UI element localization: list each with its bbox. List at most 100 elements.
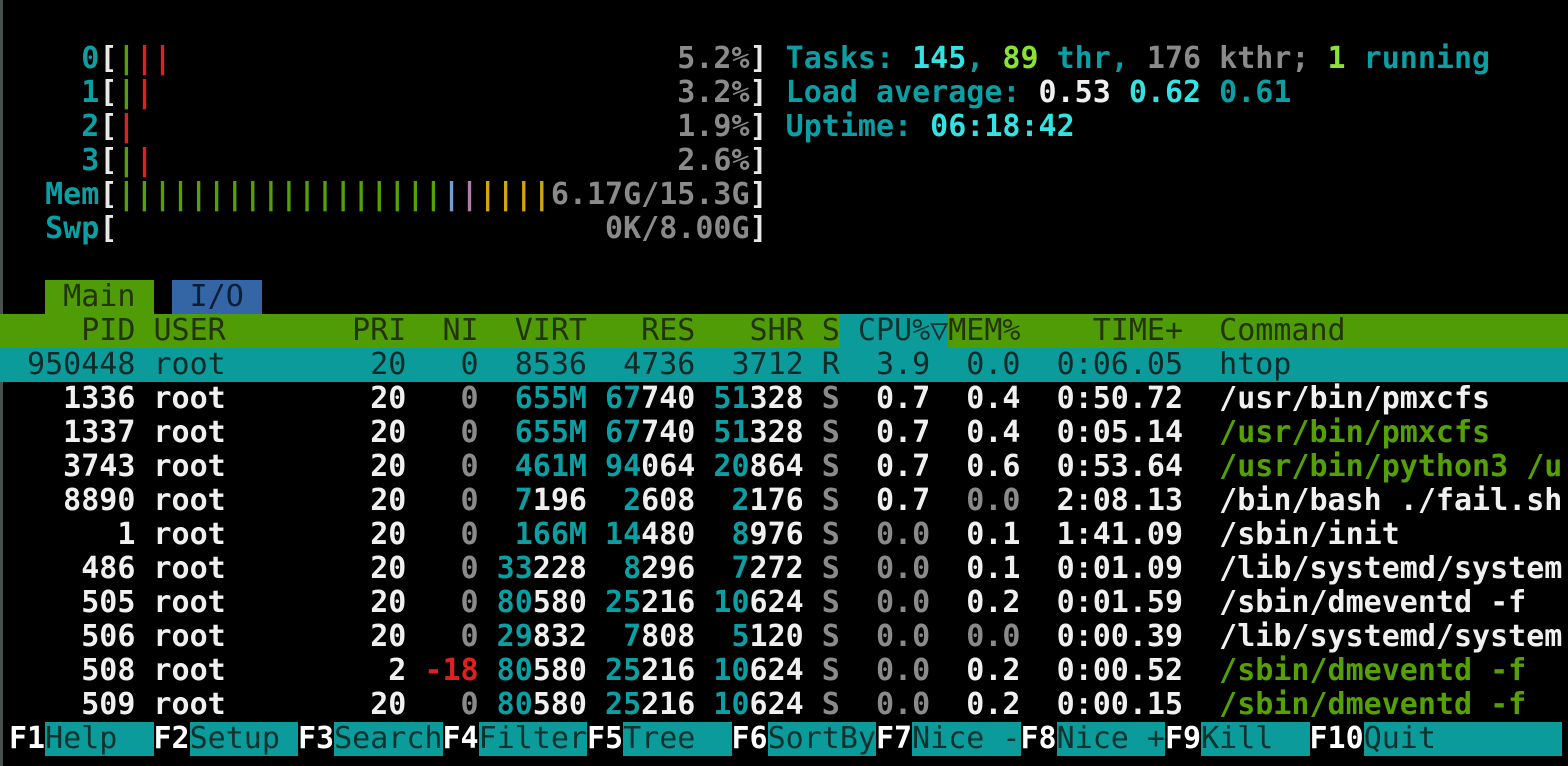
meter-close-bracket: ]: [749, 110, 768, 144]
swap-usage: 0K/8.00G: [605, 212, 750, 246]
column-headers[interactable]: PID USER PRI NI VIRT RES SHR S: [9, 314, 840, 348]
text-run: 0: [424, 518, 479, 552]
text-run: [587, 416, 605, 450]
text-run: [587, 688, 605, 722]
swap-label: Swp: [9, 212, 100, 246]
process-row[interactable]: 505 root 20 0 80580 25216 10624 S 0.0 0.…: [0, 586, 1568, 620]
text-run: 740: [641, 382, 696, 416]
command-text: /sbin/dmeventd -f: [1183, 586, 1527, 620]
text-run: 832: [532, 620, 587, 654]
f1-key[interactable]: F1: [9, 722, 46, 756]
process-row[interactable]: 1337 root 20 0 655M 67740 51328 S 0.7 0.…: [0, 416, 1568, 450]
f2-key[interactable]: F2: [153, 722, 190, 756]
text-run: 228: [532, 552, 587, 586]
text-run: 176: [749, 484, 804, 518]
memory-usage: 6.17G/15.3G: [550, 178, 750, 212]
column-header-cpu-sort[interactable]: CPU%▽: [839, 314, 949, 348]
sortby-button[interactable]: SortBy: [767, 722, 876, 756]
text-run: 808: [641, 620, 696, 654]
nice-minus-button[interactable]: Nice -: [912, 722, 1021, 756]
text-run: 580: [532, 586, 587, 620]
text-run: [695, 518, 731, 552]
kthread-count: 176 kthr;: [1146, 42, 1328, 76]
text-run: 2: [623, 484, 642, 518]
text-run: 1 root 20: [9, 518, 425, 552]
kill-button[interactable]: Kill: [1201, 722, 1310, 756]
text-run: 0.0: [930, 620, 1021, 654]
process-row-selected[interactable]: 950448 root 20 0 8536 4736 3712 R 3.9 0.…: [0, 348, 1568, 382]
text-run: 0: [424, 484, 479, 518]
process-row[interactable]: 509 root 20 0 80580 25216 10624 S 0.0 0.…: [0, 688, 1568, 722]
text-run: 0.7: [839, 484, 931, 518]
tab-main[interactable]: Main: [45, 280, 154, 314]
load-15min: 0.61: [1219, 76, 1292, 110]
text-run: [154, 280, 172, 314]
f5-key[interactable]: F5: [587, 722, 624, 756]
filter-button[interactable]: Filter: [478, 722, 587, 756]
nice-plus-button[interactable]: Nice +: [1056, 722, 1165, 756]
text-run: 1336 root 20: [9, 382, 425, 416]
text-run: 480: [641, 518, 696, 552]
command-text: /lib/systemd/system: [1183, 620, 1563, 654]
text-run: S: [803, 552, 840, 586]
column-headers[interactable]: MEM% TIME+ Command: [948, 314, 1346, 348]
f8-key[interactable]: F8: [1020, 722, 1057, 756]
text-run: [117, 212, 605, 246]
text-run: 0:01.59: [1020, 586, 1184, 620]
memory-bar-used: ||||||||||||||||||: [117, 178, 443, 212]
cpu3-label: 3: [9, 144, 100, 178]
text-run: 25: [605, 688, 642, 722]
text-run: [768, 42, 786, 76]
search-button[interactable]: Search: [334, 722, 443, 756]
command-text: /sbin/dmeventd -f: [1219, 654, 1527, 688]
help-button[interactable]: Help: [45, 722, 154, 756]
text-run: 328: [749, 416, 804, 450]
process-row[interactable]: 1336 root 20 0 655M 67740 51328 S 0.7 0.…: [0, 382, 1568, 416]
text-run: 80: [496, 654, 533, 688]
text-run: 8: [623, 552, 642, 586]
f10-key[interactable]: F10: [1309, 722, 1364, 756]
process-row[interactable]: 506 root 20 0 29832 7808 5120 S 0.0 0.0 …: [0, 620, 1568, 654]
text-run: 0.0: [839, 620, 931, 654]
text-run: S: [803, 688, 840, 722]
text-run: 486 root 20: [9, 552, 425, 586]
text-run: 0.6: [930, 450, 1021, 484]
meter-close-bracket: ]: [749, 212, 768, 246]
f6-key[interactable]: F6: [731, 722, 768, 756]
text-run: 0:53.64: [1020, 450, 1184, 484]
memory-bar-cache: ||||: [478, 178, 551, 212]
process-row[interactable]: 3743 root 20 0 461M 94064 20864 S 0.7 0.…: [0, 450, 1568, 484]
quit-button[interactable]: Quit: [1363, 722, 1563, 756]
setup-button[interactable]: Setup: [189, 722, 298, 756]
text-run: 0: [424, 416, 479, 450]
tab-io[interactable]: I/O: [171, 280, 262, 314]
tasks-count: 145: [912, 42, 967, 76]
text-run: 580: [532, 654, 587, 688]
text-run: 20: [713, 450, 750, 484]
text-run: 0:50.72: [1020, 382, 1184, 416]
f7-key[interactable]: F7: [876, 722, 913, 756]
text-run: 328: [749, 382, 804, 416]
f3-key[interactable]: F3: [298, 722, 335, 756]
text-run: [479, 450, 497, 484]
process-row[interactable]: 508 root 2 -18 80580 25216 10624 S 0.0 0…: [0, 654, 1568, 688]
text-run: 7: [514, 484, 533, 518]
process-row[interactable]: 8890 root 20 0 7196 2608 2176 S 0.7 0.0 …: [0, 484, 1568, 518]
f9-key[interactable]: F9: [1165, 722, 1202, 756]
function-key-bar: F1Help F2Setup F3SearchF4FilterF5Tree F6…: [0, 722, 1568, 756]
process-row[interactable]: 486 root 20 0 33228 8296 7272 S 0.0 0.1 …: [0, 552, 1568, 586]
table-header-row[interactable]: PID USER PRI NI VIRT RES SHR S CPU%▽MEM%…: [0, 314, 1568, 348]
text-run: 29: [496, 620, 533, 654]
meter-close-bracket: ]: [749, 42, 768, 76]
text-run: 0:00.39: [1020, 620, 1184, 654]
text-run: 296: [641, 552, 696, 586]
meter-open-bracket: [: [99, 144, 118, 178]
text-run: S: [803, 654, 840, 688]
uptime-value: 06:18:42: [930, 110, 1075, 144]
process-row[interactable]: 1 root 20 0 166M 14480 8976 S 0.0 0.1 1:…: [0, 518, 1568, 552]
text-run: 272: [749, 552, 804, 586]
text-run: 0: [424, 620, 479, 654]
tree-button[interactable]: Tree: [623, 722, 732, 756]
f4-key[interactable]: F4: [442, 722, 479, 756]
text-run: ,: [966, 42, 1003, 76]
